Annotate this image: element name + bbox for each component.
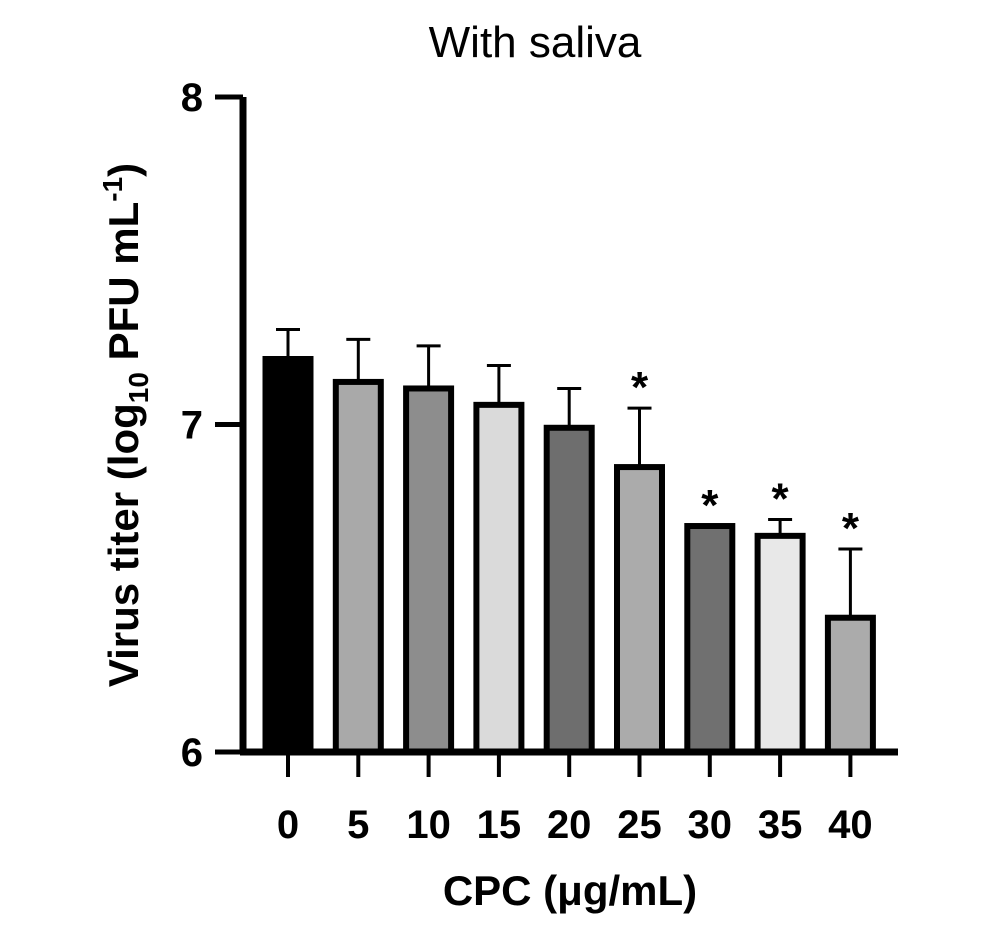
bar: [754, 532, 806, 755]
y-axis-label-subscript: 10: [123, 372, 154, 403]
bar: [332, 378, 384, 755]
significance-marker: *: [842, 504, 860, 553]
bar: [543, 424, 595, 755]
bar: [824, 614, 876, 755]
x-tick-label: 30: [688, 803, 733, 847]
error-bar: [557, 386, 582, 428]
chart-title: With saliva: [429, 18, 642, 67]
x-tick-label: 0: [277, 803, 299, 847]
y-tick-label: 8: [181, 76, 203, 120]
x-tick-label: 40: [828, 803, 873, 847]
y-axis-label-superscript: -1: [97, 177, 128, 202]
svg-text:Virus titer (log10 PFU mL-1): Virus titer (log10 PFU mL-1): [97, 163, 154, 687]
error-bars-layer: [276, 328, 863, 618]
x-axis-label: CPC (μg/mL): [443, 867, 697, 914]
bar: [473, 401, 525, 755]
y-axis-label-prefix: Virus titer (log: [100, 403, 147, 687]
y-axis-label: Virus titer (log10 PFU mL-1): [97, 163, 154, 687]
y-tick-label: 7: [181, 404, 203, 448]
x-tick-label: 25: [617, 803, 662, 847]
y-ticks-layer: 6 7 8: [181, 76, 243, 775]
y-axis-label-middle: PFU mL: [100, 202, 147, 372]
bar: [684, 523, 736, 756]
x-tick-label: 15: [477, 803, 522, 847]
x-tick-label: 35: [758, 803, 803, 847]
significance-marker: *: [772, 474, 790, 523]
error-bar: [838, 547, 863, 618]
error-bar: [627, 406, 652, 468]
bar: [614, 464, 665, 755]
significance-marker: *: [701, 481, 719, 530]
bar: [403, 385, 455, 755]
y-axis-label-suffix: ): [100, 163, 147, 177]
error-bar: [768, 517, 793, 536]
x-tick-label: 5: [347, 803, 369, 847]
y-tick-label: 6: [181, 731, 203, 775]
x-tick-label: 20: [547, 803, 592, 847]
error-bar: [486, 364, 511, 405]
bar: [262, 356, 314, 755]
error-bar: [416, 344, 441, 389]
significance-layer: * * * *: [631, 363, 860, 553]
error-bar: [276, 328, 300, 359]
error-bar: [346, 337, 371, 382]
x-tick-label: 10: [406, 803, 451, 847]
x-ticks-layer: 0 5 10 15 20 25 30 35 40: [277, 752, 873, 847]
significance-marker: *: [631, 363, 649, 412]
